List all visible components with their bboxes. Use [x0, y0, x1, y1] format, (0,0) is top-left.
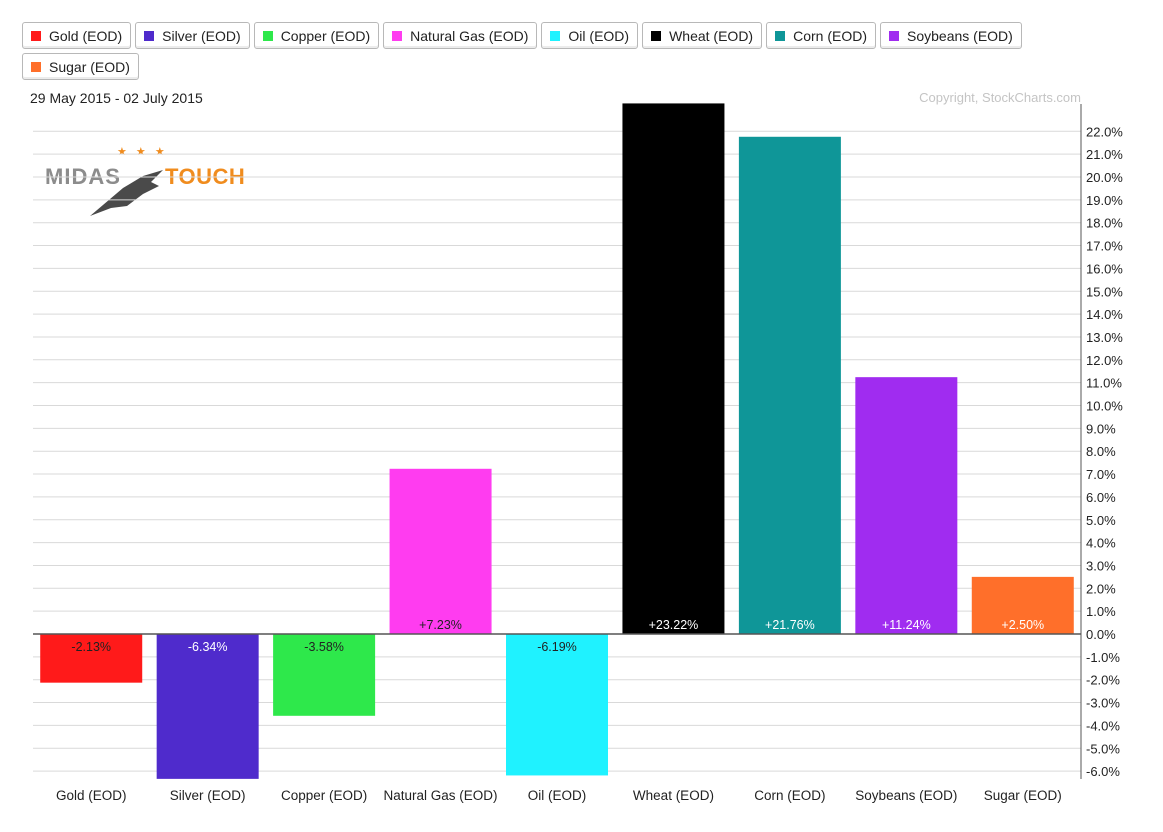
x-tick-label: Sugar (EOD): [984, 788, 1062, 803]
legend-label: Wheat (EOD): [669, 27, 754, 44]
bar: [622, 103, 725, 635]
legend-label: Sugar (EOD): [49, 58, 130, 75]
bar-value-label: -6.19%: [537, 640, 577, 654]
y-tick-label: 10.0%: [1086, 399, 1123, 414]
y-tick-label: 16.0%: [1086, 261, 1123, 276]
x-tick-label: Copper (EOD): [281, 788, 367, 803]
y-tick-label: -3.0%: [1086, 696, 1120, 711]
legend-swatch-icon: [262, 30, 273, 41]
bar-value-label: -3.58%: [304, 640, 344, 654]
y-tick-label: -6.0%: [1086, 764, 1120, 779]
legend-swatch-icon: [392, 30, 403, 41]
bar-value-label: -2.13%: [71, 640, 111, 654]
legend-item[interactable]: Oil (EOD): [541, 22, 639, 49]
bar: [855, 377, 958, 634]
legend-swatch-icon: [651, 30, 662, 41]
bar-value-label: +23.22%: [649, 618, 699, 632]
legend-swatch-icon: [775, 30, 786, 41]
legend-item[interactable]: Wheat (EOD): [642, 22, 763, 49]
y-tick-label: -5.0%: [1086, 741, 1120, 756]
y-tick-label: 6.0%: [1086, 490, 1116, 505]
bar: [156, 634, 259, 779]
midas-touch-logo: ★ ★ ★ MIDAS TOUCH: [45, 146, 255, 228]
legend-item[interactable]: Gold (EOD): [22, 22, 132, 49]
legend-item[interactable]: Sugar (EOD): [22, 53, 139, 80]
y-tick-label: 11.0%: [1086, 376, 1122, 391]
legend-label: Corn (EOD): [793, 27, 867, 44]
x-tick-label: Corn (EOD): [754, 788, 825, 803]
y-tick-label: 0.0%: [1086, 627, 1116, 642]
legend-item[interactable]: Natural Gas (EOD): [383, 22, 538, 49]
legend-label: Soybeans (EOD): [907, 27, 1013, 44]
bar-value-label: +7.23%: [419, 618, 462, 632]
x-tick-label: Wheat (EOD): [633, 788, 714, 803]
legend-label: Gold (EOD): [49, 27, 123, 44]
y-tick-label: 14.0%: [1086, 307, 1123, 322]
y-tick-label: 8.0%: [1086, 444, 1116, 459]
legend-label: Oil (EOD): [568, 27, 630, 44]
x-tick-label: Silver (EOD): [170, 788, 246, 803]
legend-label: Natural Gas (EOD): [410, 27, 529, 44]
bar: [273, 634, 376, 716]
y-tick-label: 4.0%: [1086, 536, 1116, 551]
y-tick-label: 1.0%: [1086, 604, 1116, 619]
bar-value-label: +21.76%: [765, 618, 815, 632]
legend-swatch-icon: [144, 30, 155, 41]
bar: [738, 136, 841, 634]
bull-horn-icon: [90, 170, 163, 216]
chart-legend: Gold (EOD) Silver (EOD) Copper (EOD) Natura…: [22, 22, 1142, 80]
y-tick-label: -4.0%: [1086, 718, 1120, 733]
y-tick-label: 9.0%: [1086, 421, 1116, 436]
bar-value-label: +2.50%: [1001, 618, 1044, 632]
y-tick-label: 15.0%: [1086, 284, 1123, 299]
x-tick-label: Natural Gas (EOD): [384, 788, 498, 803]
legend-swatch-icon: [31, 61, 41, 72]
legend-item[interactable]: Silver (EOD): [135, 22, 250, 49]
copyright-notice: Copyright, StockCharts.com: [919, 90, 1081, 105]
y-tick-label: 12.0%: [1086, 353, 1123, 368]
y-tick-label: 3.0%: [1086, 558, 1116, 573]
y-tick-label: 5.0%: [1086, 513, 1116, 528]
legend-item[interactable]: Soybeans (EOD): [880, 22, 1022, 49]
bar: [506, 634, 608, 776]
legend-label: Copper (EOD): [280, 27, 371, 44]
bar: [971, 576, 1074, 634]
y-tick-label: 13.0%: [1086, 330, 1123, 345]
legend-swatch-icon: [550, 30, 561, 41]
logo-stars-icon: ★ ★ ★: [117, 146, 168, 158]
legend-item[interactable]: Copper (EOD): [253, 22, 380, 49]
y-tick-label: 21.0%: [1086, 147, 1123, 162]
bar: [389, 468, 492, 634]
y-tick-label: 22.0%: [1086, 124, 1123, 139]
legend-swatch-icon: [31, 30, 41, 41]
legend-item[interactable]: Corn (EOD): [766, 22, 876, 49]
y-tick-label: 7.0%: [1086, 467, 1116, 482]
y-tick-label: 2.0%: [1086, 581, 1116, 596]
y-tick-label: 18.0%: [1086, 216, 1123, 231]
x-tick-label: Oil (EOD): [528, 788, 587, 803]
date-range-label: 29 May 2015 - 02 July 2015: [30, 90, 203, 106]
legend-label: Silver (EOD): [162, 27, 241, 44]
bar-value-label: +11.24%: [882, 618, 931, 632]
y-tick-label: 20.0%: [1086, 170, 1123, 185]
x-tick-label: Soybeans (EOD): [855, 788, 957, 803]
y-tick-label: 19.0%: [1086, 193, 1123, 208]
bar-value-label: -6.34%: [188, 640, 228, 654]
y-tick-label: 17.0%: [1086, 239, 1123, 254]
y-tick-label: -2.0%: [1086, 673, 1120, 688]
bar: [40, 634, 143, 683]
y-tick-label: -1.0%: [1086, 650, 1120, 665]
legend-swatch-icon: [889, 30, 899, 41]
x-tick-label: Gold (EOD): [56, 788, 127, 803]
